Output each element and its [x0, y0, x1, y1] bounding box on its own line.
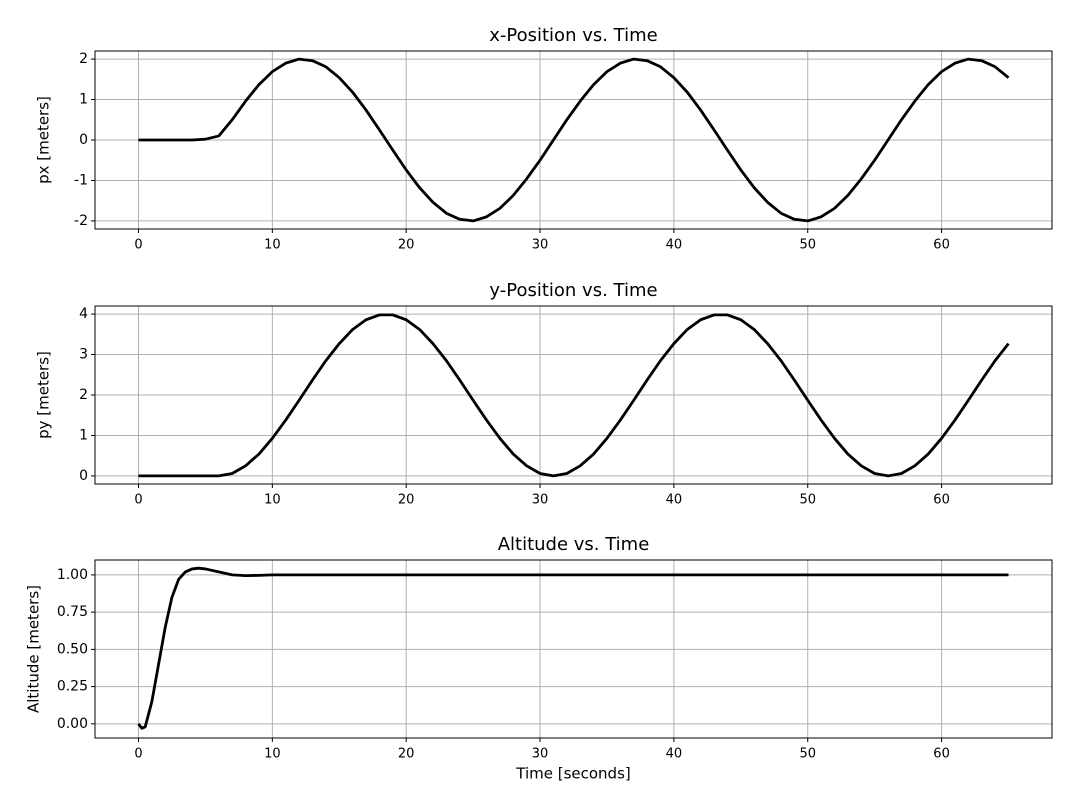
x-tick-label: 20 [398, 493, 415, 508]
y-tick-label: -2 [74, 213, 88, 229]
x-tick-label: 20 [398, 747, 415, 762]
y-tick-label: 2 [79, 51, 88, 67]
x-tick-label: 10 [264, 238, 281, 253]
y-axis-label: py [meters] [35, 351, 53, 439]
x-tick-label: 30 [532, 747, 549, 762]
x-tick-label: 60 [933, 747, 950, 762]
x-tick-label: 30 [532, 238, 549, 253]
y-tick-label: 0 [79, 468, 88, 484]
y-tick-label: 2 [79, 387, 88, 403]
y-axis-label: Altitude [meters] [25, 585, 43, 713]
axes-frame [94, 559, 1053, 739]
y-tick-label: -1 [74, 172, 88, 188]
y-tick-label: 4 [79, 306, 88, 322]
x-tick-label: 30 [532, 493, 549, 508]
y-tick-label: 0.00 [57, 716, 88, 732]
x-tick-label: 0 [134, 493, 142, 508]
x-tick-label: 40 [666, 493, 683, 508]
y-tick-label: 1 [79, 92, 88, 108]
x-tick-label: 0 [134, 238, 142, 253]
line [138, 57, 1010, 223]
chart-title: y-Position vs. Time [489, 280, 657, 301]
x-tick-label: 40 [666, 238, 683, 253]
x-tick-label: 10 [264, 493, 281, 508]
x-tick-label: 50 [799, 747, 816, 762]
x-tick-label: 50 [799, 493, 816, 508]
y-tick-label: 0.50 [57, 641, 88, 657]
x-axis-label: Time [seconds] [515, 765, 631, 783]
chart-title: Altitude vs. Time [498, 534, 650, 555]
axes-frame [94, 50, 1053, 230]
y-tick-label: 0.75 [57, 604, 88, 620]
y-tick-label: 3 [79, 347, 88, 363]
x-tick-label: 60 [933, 493, 950, 508]
y-tick-label: 0.25 [57, 679, 88, 695]
line [138, 313, 1010, 478]
x-tick-label: 40 [666, 747, 683, 762]
line [137, 566, 1009, 730]
y-tick-label: 1.00 [57, 567, 88, 583]
x-tick-label: 20 [398, 238, 415, 253]
y-axis-label: px [meters] [35, 96, 53, 184]
x-tick-label: 60 [933, 238, 950, 253]
axes-frame [94, 305, 1053, 485]
x-tick-label: 0 [134, 747, 142, 762]
y-tick-label: 0 [79, 132, 88, 148]
y-tick-label: 1 [79, 427, 88, 443]
x-tick-label: 10 [264, 747, 281, 762]
x-tick-label: 50 [799, 238, 816, 253]
chart-title: x-Position vs. Time [489, 25, 657, 46]
